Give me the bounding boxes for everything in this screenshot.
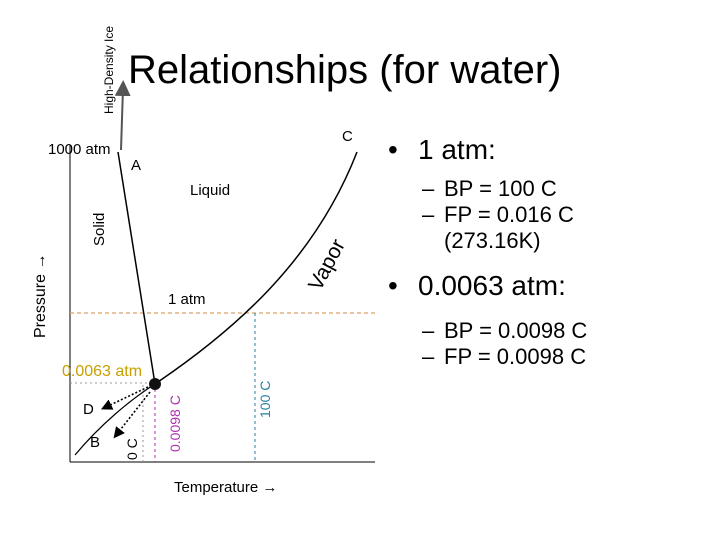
bullet-0063atm: • 0.0063 atm:: [388, 270, 566, 301]
pressure-1000-label: 1000 atm: [48, 141, 111, 158]
temp-0098-label: 0.0098 C: [167, 395, 183, 452]
solid-liquid-boundary: [117, 151, 156, 385]
point-d-label: D: [83, 401, 94, 418]
vapor-label: Vapor: [304, 235, 350, 294]
temp-100-label: 100 C: [257, 381, 273, 418]
bullet-1atm: • 1 atm:: [388, 134, 496, 165]
bullet-list: • 1 atm: – BP = 100 C – FP = 0.016 C (273.1…: [388, 130, 718, 370]
sub-bullet-kelvin: (273.16K): [444, 228, 541, 253]
pressure-0063-label: 0.0063 atm: [62, 363, 142, 380]
sub-bullet-bp-0063: – BP = 0.0098 C: [422, 318, 588, 343]
high-density-ice-arrow: [114, 80, 131, 151]
sub-bullet-bp-1atm: – BP = 100 C: [422, 176, 557, 201]
pressure-axis-label: Pressure →: [32, 254, 49, 338]
liquid-label: Liquid: [190, 182, 230, 199]
point-c-label: C: [342, 128, 353, 145]
vaporization-curve: [154, 151, 358, 385]
point-b-label: B: [90, 434, 100, 451]
temperature-axis-label: Temperature →: [174, 479, 277, 496]
sub-bullet-fp-0063: – FP = 0.0098 C: [422, 344, 587, 369]
ice-label: High-Density Ice: [102, 26, 116, 114]
triple-point-marker: [149, 378, 161, 390]
sublimation-curve: [74, 383, 156, 456]
solid-label: Solid: [91, 213, 108, 246]
arrow-to-b: [113, 391, 151, 439]
sub-bullet-fp-1atm: – FP = 0.016 C: [422, 202, 574, 227]
pressure-1atm-label: 1 atm: [168, 291, 206, 308]
temp-0c-label: 0 C: [124, 438, 140, 460]
point-a-label: A: [131, 157, 141, 174]
slide-title: Relationships (for water): [128, 48, 562, 92]
